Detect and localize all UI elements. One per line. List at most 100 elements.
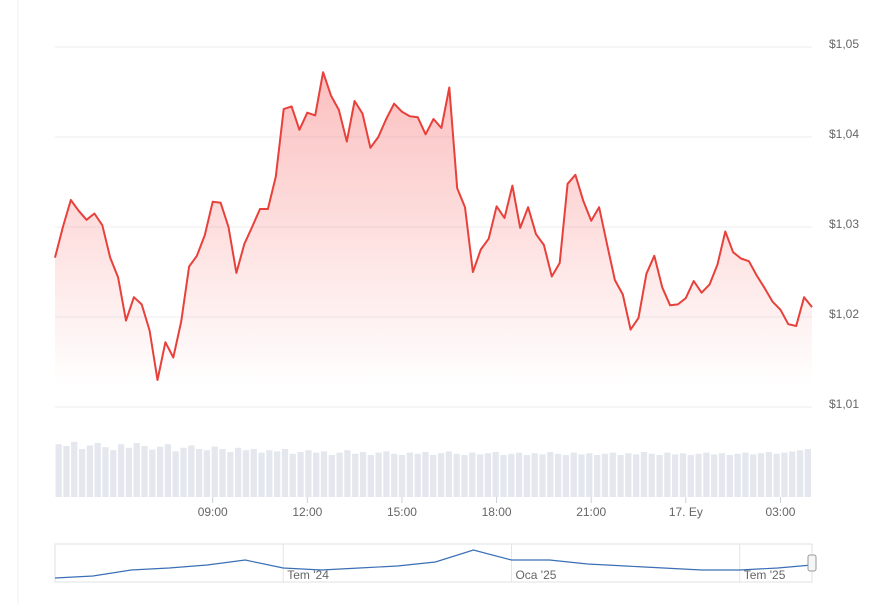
volume-bar [633,454,640,497]
volume-bar [219,449,226,497]
volume-bar [539,454,546,497]
volume-bar [484,453,492,497]
volume-bar [305,450,312,497]
volume-bar [781,452,788,497]
volume-bar [133,443,140,497]
volume-bar [695,453,702,497]
volume-bar [523,455,531,497]
volume-bar [94,443,101,497]
volume-bar [765,452,772,497]
x-tick-label: 21:00 [576,505,606,519]
volume-bar [531,453,538,497]
volume-bar [274,451,281,497]
navigator-line [54,549,813,579]
volume-bar [593,455,601,497]
volume-bar [742,452,749,497]
volume-bar [367,455,374,497]
volume-bar [586,453,593,497]
volume-bar [281,449,289,497]
volume-bar [718,453,726,497]
volume-bar [172,451,179,497]
volume-bar [289,453,296,497]
volume-bar [78,449,86,497]
volume-bar [188,445,195,497]
y-tick-label: $1,05 [829,37,859,51]
volume-bar [734,453,741,497]
volume-bar [234,447,242,497]
volume-bar [492,452,499,497]
volume-bar [461,455,468,497]
volume-bar [773,453,780,497]
volume-bar [664,452,671,497]
volume-bar [344,450,351,497]
volume-bar [195,449,203,497]
navigator-handle [807,554,817,572]
volume-bar [266,450,273,497]
volume-bar [679,453,687,497]
volume-bar [804,449,811,497]
volume-bar [422,452,429,497]
volume-bar [796,450,804,497]
volume-bar [476,454,484,497]
volume-bar [211,446,218,497]
volume-bar [117,444,125,497]
volume-bar [156,446,164,497]
volume-bar [508,453,515,497]
navigator-tick-label: Tem '25 [744,568,786,582]
volume-bar [469,452,476,497]
volume-bar [570,452,577,497]
volume-bar [55,444,62,497]
volume-bar [711,454,718,497]
volume-bar [352,453,359,497]
volume-bar [110,450,117,497]
volume-bar [328,455,335,497]
volume-bar [547,452,554,497]
volume-bar [102,447,109,497]
y-tick-label: $1,01 [829,397,859,411]
volume-bar [180,447,187,497]
y-tick-label: $1,02 [829,307,859,321]
volume-bar [617,455,624,497]
volume-bar [430,455,437,497]
volume-bar [125,447,133,497]
volume-bar [656,455,663,497]
volume-bar [203,450,211,497]
navigator-tick-label: Tem '24 [287,568,329,582]
volume-bar [757,453,765,497]
volume-bar [63,446,70,497]
volume-bar [726,455,733,497]
x-tick-label: 09:00 [198,505,228,519]
volume-bar [149,449,156,497]
volume-bar [336,452,343,497]
volume-bar [375,452,382,497]
volume-bar [578,454,585,497]
price-area [55,72,812,387]
volume-bar [554,453,562,497]
navigator-frame [54,543,813,583]
volume-bar [640,452,648,497]
volume-bar [141,446,148,497]
volume-bar [648,453,655,497]
volume-bar [359,452,367,497]
volume-bar [383,451,390,497]
volume-bar [414,453,421,497]
volume-bar [515,452,523,497]
volume-bar [406,452,413,497]
volume-bar [601,453,609,497]
x-tick-label: 18:00 [482,505,512,519]
volume-bar [687,455,694,497]
y-tick-label: $1,03 [829,217,859,231]
volume-bar [320,451,328,497]
volume-bar [164,444,172,497]
navigator-tick-label: Oca '25 [515,568,556,582]
x-tick-label: 17. Ey [669,505,703,519]
volume-bar [789,451,796,497]
x-tick-label: 12:00 [292,505,322,519]
volume-bar [250,449,257,497]
x-tick-label: 03:00 [765,505,795,519]
volume-bar [86,445,94,497]
volume-bar [391,453,398,497]
volume-bar [445,451,453,497]
volume-bar [437,453,445,497]
